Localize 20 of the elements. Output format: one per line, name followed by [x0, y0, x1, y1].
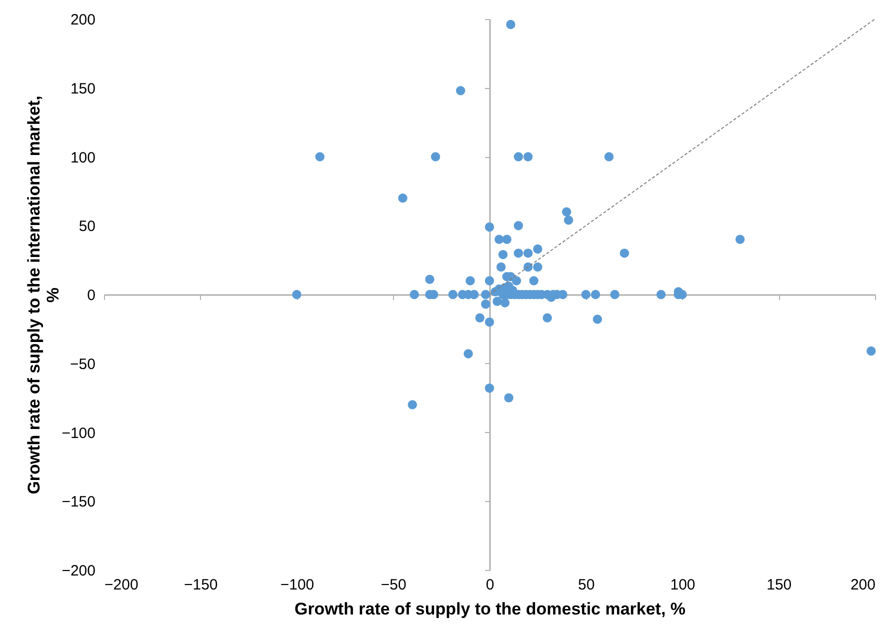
x-tick-label: −100 [280, 576, 314, 594]
x-tick-label: 0 [486, 576, 494, 594]
x-tick-label: 50 [578, 576, 595, 594]
y-tick-label: −50 [70, 356, 96, 373]
x-axis-title: Growth rate of supply to the domestic market, % [294, 600, 686, 618]
y-tick-label: −200 [62, 562, 96, 580]
y-tick-label: −100 [62, 424, 96, 442]
x-tick-label: 150 [766, 576, 792, 594]
x-tick-label: 100 [670, 576, 696, 594]
x-tick-label: 200 [850, 576, 876, 594]
x-tick-label: −50 [380, 576, 406, 594]
x-tick-label: −150 [184, 576, 218, 594]
y-tick-label: 100 [70, 149, 96, 166]
y-tick-label: −150 [62, 494, 96, 511]
y-tick-label: 150 [70, 80, 96, 98]
y-axis-title: Growth rate of supply to the international market, % [24, 96, 62, 494]
x-tick-label: −200 [104, 576, 138, 594]
y-tick-label: 50 [78, 218, 96, 236]
y-tick-label: 200 [70, 12, 96, 28]
y-tick-label: 0 [87, 287, 96, 304]
